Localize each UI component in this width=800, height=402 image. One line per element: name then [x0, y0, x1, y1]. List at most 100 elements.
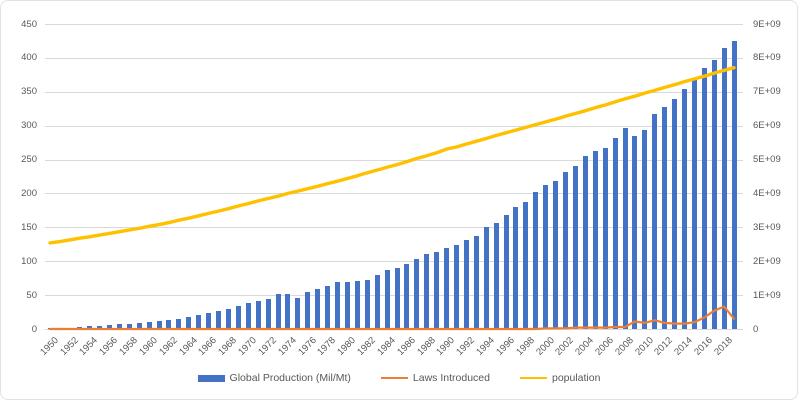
- x-axis-tick-label: 1992: [454, 335, 478, 358]
- production-bar: [255, 301, 261, 329]
- x-axis-tick-label: 1978: [315, 335, 339, 358]
- left-axis-tick-label: 200: [21, 187, 37, 199]
- left-axis-tick-label: 100: [21, 255, 37, 267]
- production-bar: [513, 207, 519, 329]
- gridline: [45, 159, 743, 161]
- legend-item-population: population: [519, 372, 601, 384]
- legend-label: Global Production (Mil/Mt): [229, 372, 351, 384]
- production-bar: [206, 313, 212, 329]
- x-axis-tick-label: 1984: [375, 335, 398, 358]
- x-axis-tick-label: 1982: [355, 335, 378, 358]
- production-bar: [453, 245, 459, 329]
- production-bar: [146, 322, 152, 329]
- legend: Global Production (Mil/Mt) Laws Introduc…: [1, 367, 797, 389]
- x-axis-tick-label: 1986: [394, 335, 418, 358]
- gridline: [45, 193, 743, 195]
- production-bar: [325, 285, 331, 329]
- production-bar: [285, 293, 291, 329]
- x-axis-tick-label: 2004: [573, 335, 597, 358]
- production-bar: [632, 135, 638, 329]
- x-axis-tick-label: 1980: [335, 335, 359, 358]
- production-bar: [116, 324, 122, 329]
- production-bar: [543, 184, 549, 329]
- production-bar: [711, 59, 717, 329]
- x-axis-tick-label: 1976: [295, 335, 319, 358]
- production-bar: [414, 258, 420, 329]
- production-bar: [701, 68, 707, 329]
- production-bar: [394, 268, 400, 329]
- x-axis-tick-label: 1964: [176, 335, 200, 358]
- gridline: [45, 24, 743, 25]
- production-bar: [424, 254, 430, 329]
- production-bar: [354, 280, 360, 329]
- production-bar: [196, 315, 202, 329]
- production-bar: [156, 320, 162, 329]
- right-axis-tick-label: 4E+09: [753, 187, 781, 199]
- left-axis-tick-label: 0: [31, 323, 37, 335]
- production-bar: [602, 148, 608, 329]
- gridline: [45, 227, 743, 229]
- gridline: [45, 329, 743, 330]
- production-bar: [335, 281, 340, 329]
- x-axis-tick-label: 1974: [275, 335, 299, 358]
- production-bar: [563, 172, 568, 329]
- production-bar: [582, 155, 588, 329]
- gridline: [45, 125, 743, 127]
- left-axis-tick-label: 150: [21, 221, 37, 233]
- legend-label: population: [551, 372, 601, 384]
- production-bar: [553, 181, 559, 329]
- production-bar: [295, 297, 301, 329]
- production-bar: [67, 327, 73, 329]
- production-bar: [592, 150, 598, 329]
- right-axis-tick-label: 7E+09: [753, 86, 781, 98]
- production-bar: [315, 289, 321, 329]
- x-axis-tick-label: 2018: [712, 335, 735, 358]
- right-axis-tick-label: 5E+09: [753, 154, 781, 166]
- production-bar: [672, 98, 678, 329]
- x-axis-tick-label: 1968: [216, 335, 240, 358]
- left-axis-tick-label: 300: [21, 120, 37, 132]
- x-axis-tick-label: 1956: [97, 335, 121, 358]
- gridline: [45, 261, 743, 263]
- x-axis-tick-label: 2012: [652, 335, 676, 358]
- x-axis-tick-label: 2016: [692, 335, 716, 358]
- x-axis-tick-label: 2014: [672, 335, 696, 358]
- x-axis-tick-label: 1960: [137, 335, 160, 358]
- bar-swatch-icon: [197, 374, 225, 382]
- right-axis-tick-label: 9E+09: [753, 18, 781, 30]
- right-axis-tick-label: 6E+09: [753, 120, 781, 132]
- production-bar: [275, 294, 281, 329]
- production-bar: [166, 320, 172, 329]
- right-axis-tick-label: 0: [753, 323, 759, 335]
- production-bar: [245, 303, 251, 329]
- x-axis-tick-label: 1970: [236, 335, 259, 358]
- left-axis-tick-label: 450: [21, 18, 37, 30]
- right-axis-tick-label: 8E+09: [753, 52, 781, 64]
- production-bar: [434, 251, 440, 329]
- production-bar: [523, 201, 529, 329]
- production-bar: [493, 223, 499, 329]
- x-axis-tick-label: 1966: [196, 335, 220, 358]
- right-axis-tick-label: 1E+09: [753, 289, 781, 301]
- x-axis-tick-label: 2008: [613, 335, 636, 358]
- gridline: [45, 91, 743, 93]
- gridline: [45, 295, 743, 297]
- production-bar: [136, 322, 142, 329]
- production-bar: [444, 247, 449, 329]
- legend-label: Laws Introduced: [412, 372, 490, 384]
- x-axis-tick-label: 1952: [57, 335, 81, 358]
- x-axis-tick-label: 1998: [513, 335, 537, 358]
- production-bar: [503, 215, 509, 329]
- production-bar: [216, 311, 221, 329]
- production-bar: [662, 107, 668, 329]
- x-axis-tick-label: 1972: [256, 335, 279, 358]
- production-bar: [384, 270, 390, 329]
- production-bar: [186, 316, 192, 329]
- production-bar: [533, 192, 539, 329]
- x-axis-tick-label: 1996: [494, 335, 517, 358]
- production-bar: [235, 306, 241, 329]
- x-axis-tick-label: 2000: [533, 335, 557, 358]
- right-axis-tick-label: 3E+09: [753, 221, 781, 233]
